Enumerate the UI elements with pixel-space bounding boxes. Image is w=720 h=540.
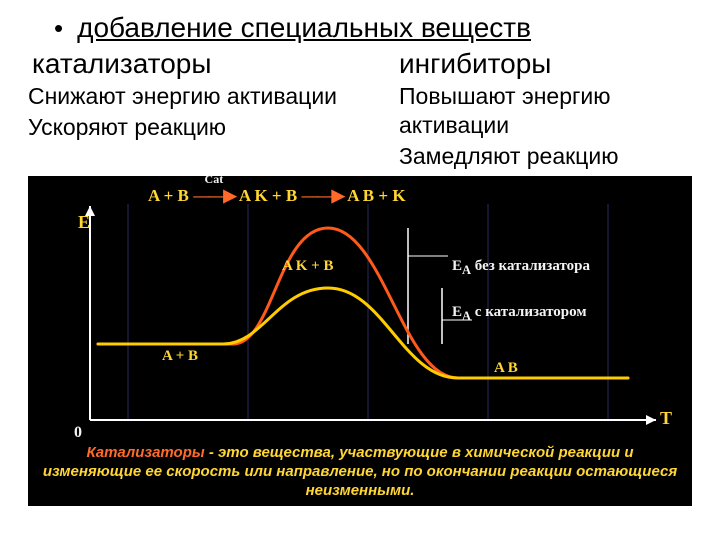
label-EA-with-catalyst: EA с катализатором [452, 304, 587, 324]
axis-T-label: T [660, 408, 672, 429]
slide-bullet-text: добавление специальных веществ [77, 12, 531, 44]
label-EA-no-catalyst: EA без катализатора [452, 258, 590, 278]
col-catalysts: катализаторы Снижают энергию активации У… [28, 48, 345, 170]
axis-E-label: E [78, 212, 90, 233]
caption-lead: Катализаторы [87, 444, 205, 461]
label-AK-plus-B: A K + B [282, 258, 333, 275]
reaction-equation: A + BCat——▶A K + B——▶A B + K [148, 186, 406, 206]
diagram-caption: Катализаторы - это вещества, участвующие… [28, 444, 692, 500]
label-A-B: A B [494, 360, 518, 377]
col-inhibitors-line1: Повышают энергию активации [375, 82, 692, 140]
label-A-plus-B: A + B [162, 348, 198, 365]
col-catalysts-title: катализаторы [28, 48, 345, 80]
col-inhibitors: ингибиторы Повышают энергию активации За… [375, 48, 692, 170]
col-catalysts-line2: Ускоряют реакцию [28, 113, 345, 142]
energy-diagram: A + BCat——▶A K + B——▶A B + K E 0 T A + B A K … [28, 176, 692, 506]
axis-origin-label: 0 [74, 424, 82, 442]
bullet-dot: • [54, 13, 63, 44]
two-column-block: катализаторы Снижают энергию активации У… [28, 48, 692, 170]
col-inhibitors-line2: Замедляют реакцию [375, 142, 692, 171]
col-inhibitors-title: ингибиторы [375, 48, 692, 80]
col-catalysts-line1: Снижают энергию активации [28, 82, 345, 111]
